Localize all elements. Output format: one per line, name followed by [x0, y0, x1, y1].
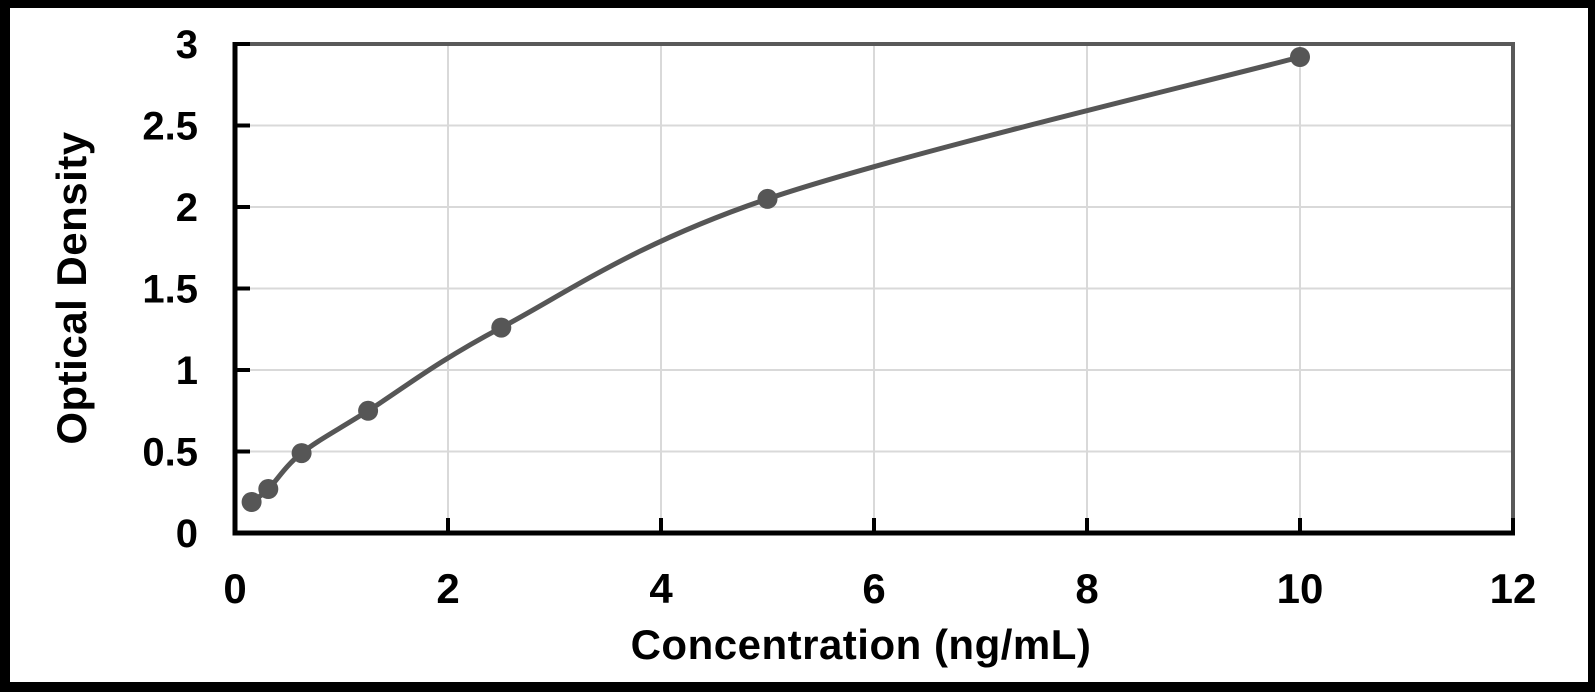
data-point-marker	[1290, 47, 1310, 67]
y-tick-label: 3	[176, 23, 198, 67]
y-tick-label: 2	[176, 186, 198, 230]
y-tick-label: 0.5	[142, 431, 198, 475]
plot-border	[235, 42, 1515, 533]
x-tick-label: 6	[862, 565, 885, 612]
y-tick-label: 2.5	[142, 105, 198, 149]
data-point-marker	[757, 188, 778, 209]
standard-curve-line	[249, 54, 1303, 505]
data-point-marker	[258, 479, 279, 499]
y-axis-title: Optical Density	[48, 131, 95, 445]
x-tick-label: 0	[223, 565, 246, 612]
y-tick-label: 0	[176, 512, 198, 556]
x-axis-title: Concentration (ng/mL)	[630, 621, 1092, 668]
x-tick-label: 2	[436, 565, 459, 612]
y-tick-label: 1.5	[142, 268, 198, 312]
y-tick-label: 1	[176, 349, 198, 393]
data-point-marker	[491, 317, 512, 338]
x-tick-label: 12	[1490, 565, 1537, 612]
x-tick-label: 10	[1277, 565, 1324, 612]
x-tick-label: 8	[1075, 565, 1098, 612]
data-point-marker	[358, 400, 379, 421]
data-point-marker	[291, 443, 312, 464]
x-tick-label: 4	[649, 565, 673, 612]
data-point-marker	[241, 492, 262, 512]
